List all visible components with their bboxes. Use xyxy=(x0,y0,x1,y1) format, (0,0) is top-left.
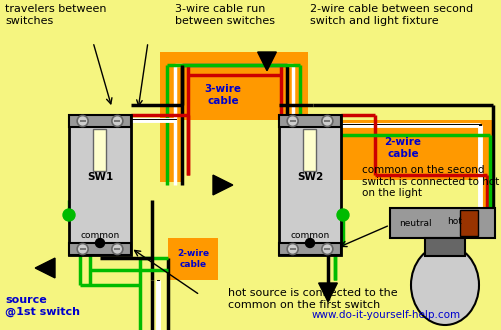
Bar xyxy=(279,115,340,255)
Bar xyxy=(285,52,307,182)
Text: common: common xyxy=(80,230,119,240)
Text: 3-wire
cable: 3-wire cable xyxy=(204,84,241,106)
Text: 3-wire cable run
between switches: 3-wire cable run between switches xyxy=(175,4,275,26)
Text: common on the second
switch is connected to hot
on the light: common on the second switch is connected… xyxy=(361,165,498,198)
Circle shape xyxy=(321,244,332,254)
Bar xyxy=(389,208,494,238)
Text: neutral: neutral xyxy=(398,219,430,228)
Bar xyxy=(279,115,340,127)
Text: source
@1st switch: source @1st switch xyxy=(5,295,80,317)
Text: 2-wire cable between second
switch and light fixture: 2-wire cable between second switch and l… xyxy=(310,4,472,26)
Circle shape xyxy=(95,239,104,248)
Polygon shape xyxy=(35,258,55,278)
Circle shape xyxy=(77,115,88,126)
Text: 2-wire
cable: 2-wire cable xyxy=(176,249,208,269)
Ellipse shape xyxy=(410,245,478,325)
Circle shape xyxy=(336,209,348,221)
Bar xyxy=(424,238,464,256)
Bar xyxy=(479,120,492,215)
Bar xyxy=(69,115,131,255)
Polygon shape xyxy=(212,175,232,195)
Bar xyxy=(459,210,477,236)
Bar xyxy=(69,115,131,127)
Text: 2-wire
cable: 2-wire cable xyxy=(384,137,421,159)
Text: www.do-it-yourself-help.com: www.do-it-yourself-help.com xyxy=(312,310,460,320)
Polygon shape xyxy=(257,52,276,71)
Text: hot source is connected to the
common on the first switch: hot source is connected to the common on… xyxy=(227,288,397,310)
Bar xyxy=(93,129,106,171)
Text: common: common xyxy=(290,230,329,240)
Circle shape xyxy=(287,244,298,254)
Circle shape xyxy=(77,244,88,254)
Bar xyxy=(160,52,308,120)
Bar xyxy=(303,129,316,171)
Bar xyxy=(279,243,340,255)
Text: SW2: SW2 xyxy=(296,172,323,182)
Bar xyxy=(160,52,182,182)
Circle shape xyxy=(305,239,314,248)
Circle shape xyxy=(112,115,123,126)
Bar xyxy=(69,243,131,255)
Circle shape xyxy=(63,209,75,221)
Text: hot: hot xyxy=(446,217,461,226)
Text: travelers between
switches: travelers between switches xyxy=(5,4,106,26)
Bar xyxy=(168,238,217,280)
Circle shape xyxy=(321,115,332,126)
Text: SW1: SW1 xyxy=(87,172,113,182)
Bar xyxy=(313,120,492,180)
Circle shape xyxy=(287,115,298,126)
Polygon shape xyxy=(318,283,337,302)
Circle shape xyxy=(112,244,123,254)
